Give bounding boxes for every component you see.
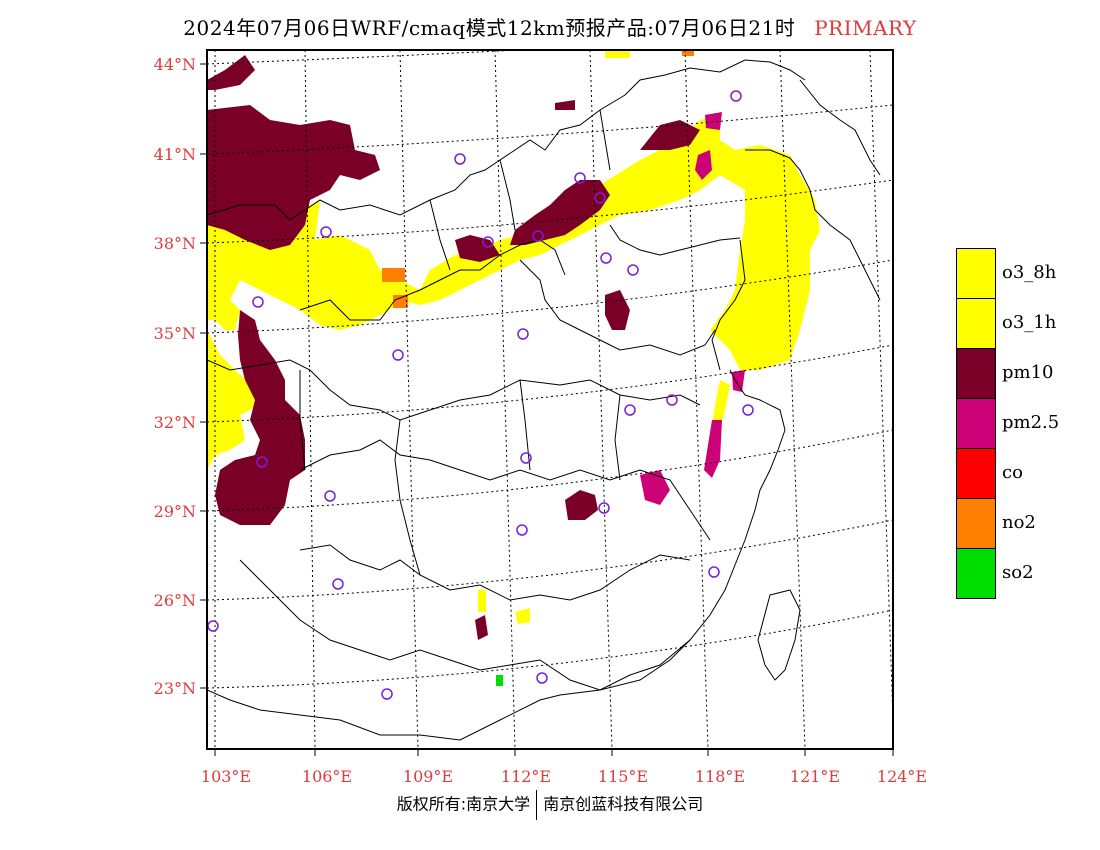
pm10-region-guangxi	[475, 615, 488, 640]
legend-swatch	[956, 448, 996, 499]
legend-label: pm10	[1002, 362, 1054, 383]
legend-item-no2: no2	[956, 498, 1100, 549]
pm10-region-northwest	[207, 55, 255, 90]
title-main: 2024年07月06日WRF/cmaq模式12km预报产品:07月06日21时	[183, 16, 796, 40]
pm10-region-hebei	[510, 180, 610, 245]
o3-region-south-a	[478, 590, 486, 612]
pm25-region-anhui	[640, 470, 670, 505]
o3-region-coast	[712, 380, 730, 430]
map-frame	[206, 49, 894, 750]
lat-label: 23°N	[154, 679, 196, 698]
legend-swatch	[956, 348, 996, 399]
pm10-region-sichuan	[215, 310, 305, 525]
lon-label: 112°E	[501, 767, 551, 786]
legend-label: so2	[1002, 562, 1034, 583]
legend-swatch	[956, 548, 996, 599]
pm25-region-coast	[704, 420, 722, 478]
lat-label: 26°N	[154, 591, 196, 610]
legend-item-o3-1h: o3_1h	[956, 298, 1100, 349]
legend-item-co: co	[956, 448, 1100, 499]
copyright-footer: 版权所有:南京大学 南京创蓝科技有限公司	[0, 790, 1100, 820]
o3-region-south-b	[515, 608, 530, 624]
o3-region-top	[605, 50, 630, 58]
lon-label: 106°E	[302, 767, 352, 786]
legend-label: no2	[1002, 512, 1036, 533]
map-title: 2024年07月06日WRF/cmaq模式12km预报产品:07月06日21时 …	[0, 12, 1100, 41]
legend-label: o3_1h	[1002, 312, 1057, 333]
legend-item-pm2-5: pm2.5	[956, 398, 1100, 449]
pollutant-legend: o3_8h o3_1h pm10 pm2.5 co no2 so2	[956, 248, 1100, 599]
province-boundaries	[207, 59, 881, 741]
legend-label: pm2.5	[1002, 412, 1060, 433]
lon-label: 121°E	[790, 767, 840, 786]
pm10-region-beijing	[640, 120, 700, 150]
lat-label: 32°N	[154, 413, 196, 432]
lat-label: 35°N	[154, 324, 196, 343]
no2-region-b	[393, 295, 408, 308]
legend-swatch	[956, 298, 996, 349]
lon-label: 103°E	[201, 767, 251, 786]
legend-swatch	[956, 248, 996, 299]
legend-swatch	[956, 398, 996, 449]
legend-label: co	[1002, 462, 1023, 483]
legend-swatch	[956, 498, 996, 549]
graticule	[207, 50, 893, 749]
pm25-region-north	[705, 112, 722, 130]
pm10-region-innermongolia	[207, 105, 380, 250]
no2-region-a	[382, 268, 405, 282]
pollutant-layer	[207, 50, 820, 686]
lat-label: 44°N	[154, 55, 196, 74]
lat-label: 38°N	[154, 234, 196, 253]
legend-item-pm10: pm10	[956, 348, 1100, 399]
lon-label: 118°E	[695, 767, 745, 786]
pm10-region-north-strip	[555, 100, 575, 110]
axis-ticks	[200, 63, 894, 756]
lon-label: 115°E	[598, 767, 648, 786]
pm10-region-henan	[605, 290, 630, 330]
copyright-owner: 版权所有:南京大学	[396, 794, 531, 814]
latitude-labels: 44°N 41°N 38°N 35°N 32°N 29°N 26°N 23°N	[154, 55, 196, 698]
lon-label: 109°E	[403, 767, 453, 786]
so2-region	[496, 675, 503, 686]
lat-label: 29°N	[154, 502, 196, 521]
pm25-region-jiangsu	[732, 370, 745, 392]
title-tag: PRIMARY	[814, 16, 917, 40]
pm10-region-jiangxi	[565, 490, 598, 520]
legend-item-o3-8h: o3_8h	[956, 248, 1100, 299]
pm10-region-shanxi	[455, 235, 500, 262]
lat-label: 41°N	[154, 145, 196, 164]
lon-label: 124°E	[877, 767, 927, 786]
o3-region-sichuan	[207, 330, 260, 470]
copyright-company: 南京创蓝科技有限公司	[543, 794, 704, 814]
pm25-region-hebei	[695, 150, 712, 180]
footer-divider	[536, 790, 538, 820]
legend-item-so2: so2	[956, 548, 1100, 599]
legend-label: o3_8h	[1002, 262, 1057, 283]
longitude-labels: 103°E 106°E 109°E 112°E 115°E 118°E 121°…	[201, 767, 927, 786]
